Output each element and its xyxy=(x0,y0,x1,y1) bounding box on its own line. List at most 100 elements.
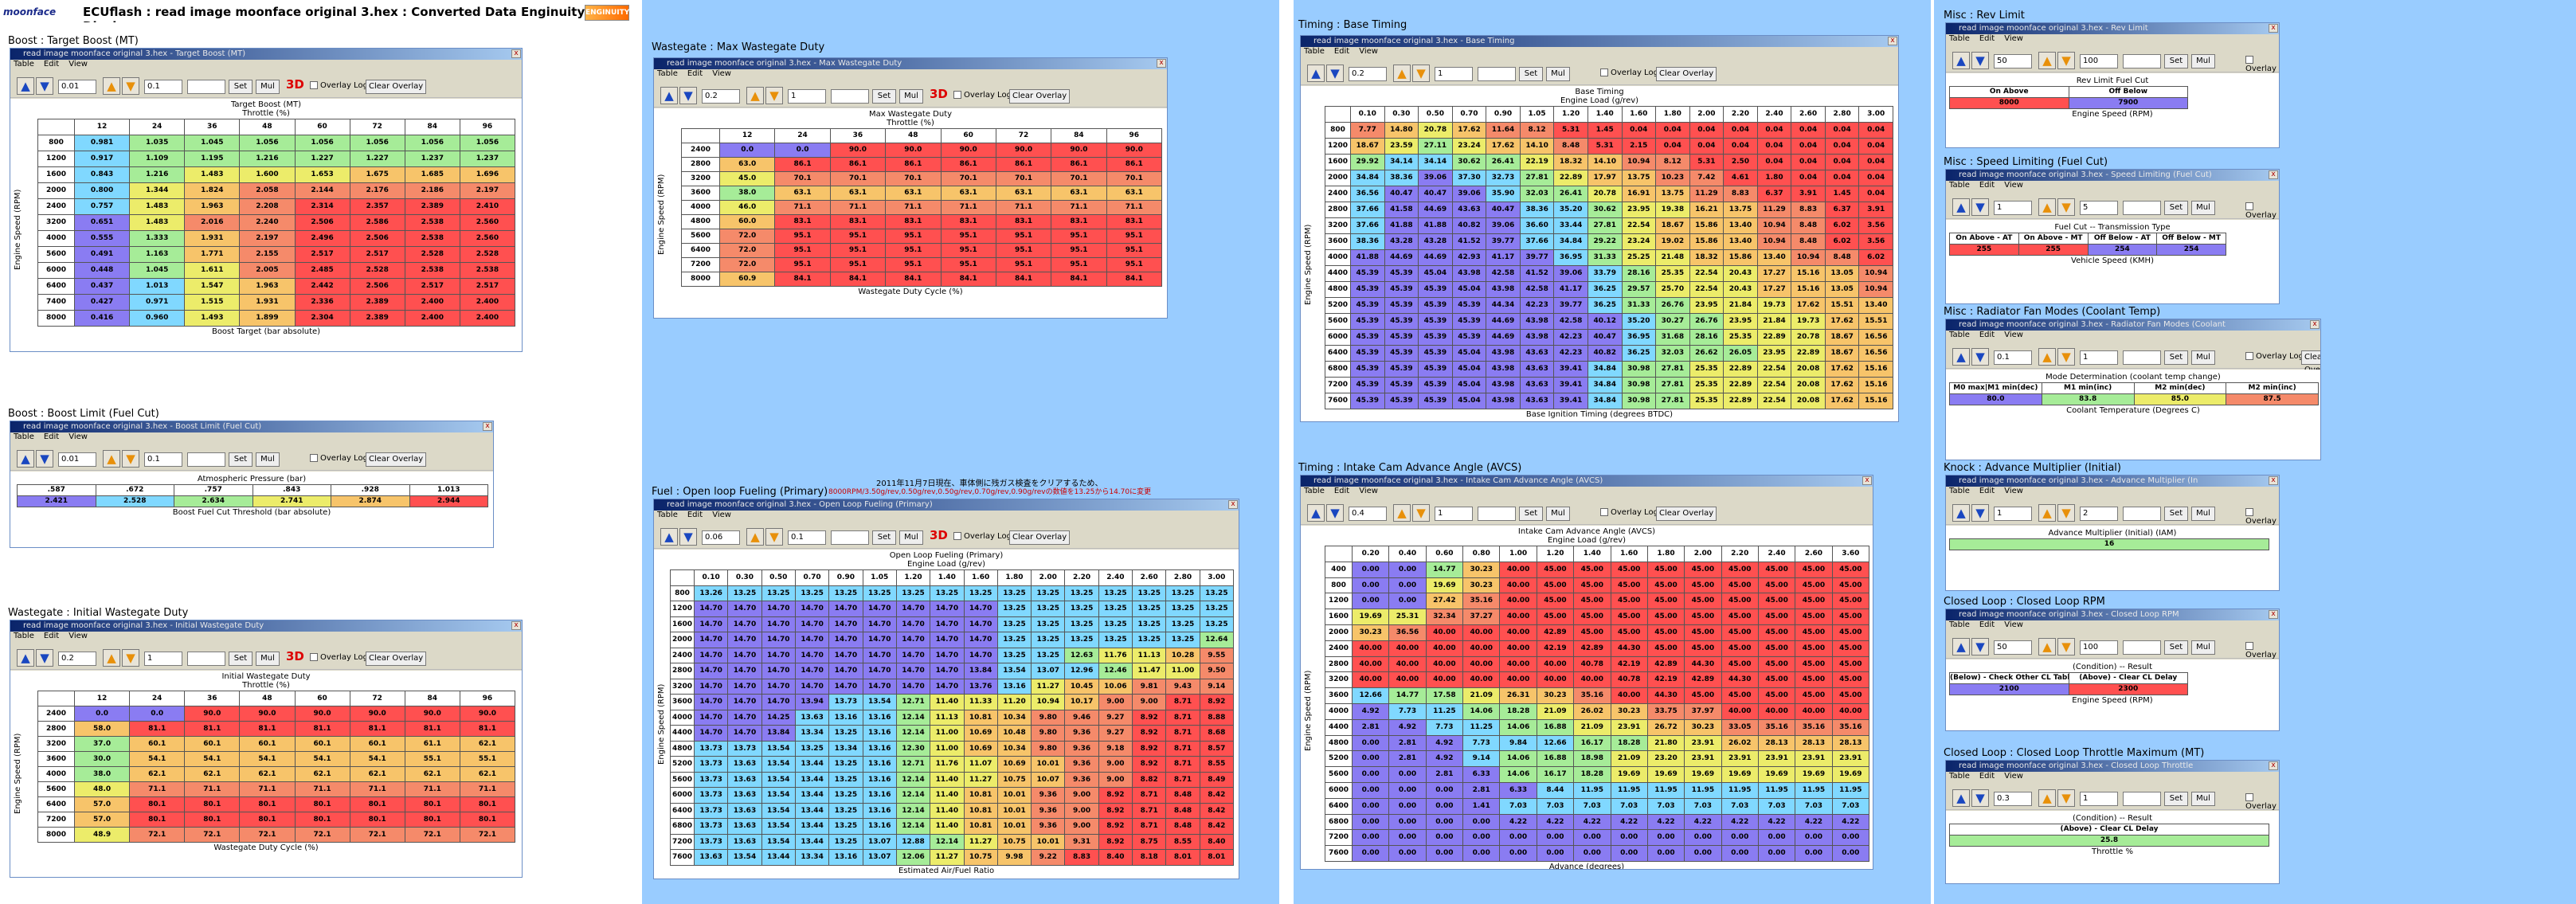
data-cell[interactable]: 43.63 xyxy=(1452,202,1487,218)
data-cell[interactable]: 23.91 xyxy=(1758,751,1796,768)
data-cell[interactable]: 45.00 xyxy=(1758,577,1796,594)
data-cell[interactable]: 11.40 xyxy=(930,772,965,788)
decrement-coarse-button[interactable]: ▼ xyxy=(36,450,53,468)
data-cell[interactable]: 8.40 xyxy=(1098,850,1133,866)
data-cell[interactable]: 71.1 xyxy=(775,201,831,215)
data-cell[interactable]: 7.03 xyxy=(1647,798,1685,815)
data-cell[interactable]: 10.94 xyxy=(1032,695,1066,710)
data-cell[interactable]: 10.94 xyxy=(1791,250,1826,266)
data-cell[interactable]: 19.69 xyxy=(1832,767,1869,783)
data-cell[interactable]: 13.73 xyxy=(695,803,729,819)
close-button[interactable]: x xyxy=(511,49,521,58)
data-cell[interactable]: 36.95 xyxy=(1622,330,1657,346)
data-cell[interactable]: 13.25 xyxy=(1032,632,1066,648)
data-cell[interactable]: 84.1 xyxy=(941,272,996,287)
data-cell[interactable]: 25.35 xyxy=(1724,330,1758,346)
data-cell[interactable]: 31.68 xyxy=(1656,330,1690,346)
data-cell[interactable]: 23.95 xyxy=(1689,298,1725,314)
data-cell[interactable]: 10.17 xyxy=(1065,695,1099,710)
data-cell[interactable]: 27.81 xyxy=(1656,362,1690,378)
increment-coarse-button[interactable]: ▲ xyxy=(1952,348,1970,366)
data-cell[interactable]: 40.00 xyxy=(1389,640,1427,657)
mul-button[interactable]: Mul xyxy=(2191,350,2215,365)
data-cell[interactable]: 8.68 xyxy=(1200,726,1234,742)
clear-overlay-button[interactable]: Clear Overlay xyxy=(366,652,427,666)
data-cell[interactable]: 45.39 xyxy=(1351,314,1385,330)
data-cell[interactable]: 16.56 xyxy=(1859,330,1893,346)
data-cell[interactable]: 21.84 xyxy=(1757,314,1792,330)
data-cell[interactable]: 23.95 xyxy=(1724,314,1758,330)
data-cell[interactable]: 0.04 xyxy=(1724,139,1758,155)
data-cell[interactable]: 42.93 xyxy=(1452,250,1487,266)
data-cell[interactable]: 38.0 xyxy=(75,767,131,782)
data-cell[interactable]: 10.81 xyxy=(964,710,998,726)
clear-overlay-button[interactable]: Clear Overlay xyxy=(1656,67,1717,81)
data-cell[interactable]: 23.91 xyxy=(1795,751,1833,768)
data-cell[interactable]: 0.00 xyxy=(1463,830,1501,847)
data-cell[interactable]: 7.03 xyxy=(1721,798,1759,815)
data-cell[interactable]: 72.1 xyxy=(240,828,296,843)
data-cell[interactable]: 45.00 xyxy=(1832,593,1869,610)
data-cell[interactable]: 45.39 xyxy=(1384,393,1419,409)
data-cell[interactable]: 0.00 xyxy=(1389,846,1427,862)
data-cell[interactable]: 45.00 xyxy=(1758,593,1796,610)
data-cell[interactable]: 40.00 xyxy=(1426,624,1464,641)
data-cell[interactable]: 81.1 xyxy=(460,722,515,737)
data-cell[interactable]: 0.00 xyxy=(1500,846,1537,862)
data-cell[interactable]: 21.09 xyxy=(1611,751,1648,768)
close-button[interactable]: x xyxy=(2269,610,2278,619)
data-cell[interactable]: 95.1 xyxy=(1051,244,1107,258)
data-cell[interactable]: 14.70 xyxy=(728,632,762,648)
data-cell[interactable]: 44.69 xyxy=(1419,202,1453,218)
menu-table[interactable]: Table xyxy=(1949,331,1970,339)
data-cell[interactable]: 0.04 xyxy=(1757,123,1792,139)
increment-coarse-button[interactable]: ▲ xyxy=(17,77,34,95)
data-cell[interactable]: 45.00 xyxy=(1574,593,1611,610)
mul-button[interactable]: Mul xyxy=(899,89,923,104)
mul-button[interactable]: Mul xyxy=(2191,640,2215,655)
data-cell[interactable]: 72.0 xyxy=(720,244,776,258)
data-cell[interactable]: 41.17 xyxy=(1554,282,1588,298)
data-cell[interactable]: 44.69 xyxy=(1486,330,1521,346)
data-cell[interactable]: 72.1 xyxy=(295,828,350,843)
data-cell[interactable]: 40.00 xyxy=(1721,703,1759,720)
data-cell[interactable]: 45.00 xyxy=(1685,562,1722,578)
decrement-fine-button[interactable]: ▼ xyxy=(765,528,783,546)
data-cell[interactable]: 71.1 xyxy=(830,201,887,215)
data-cell[interactable]: 14.70 xyxy=(863,663,897,679)
increment-coarse-button[interactable]: ▲ xyxy=(1952,52,1970,69)
data-cell[interactable]: 45.04 xyxy=(1452,378,1487,393)
data-cell[interactable]: 40.00 xyxy=(1500,672,1537,689)
data-cell[interactable]: 39.77 xyxy=(1486,234,1521,250)
data-cell[interactable]: 8.71 xyxy=(1166,710,1200,726)
menu-view[interactable]: View xyxy=(2004,331,2023,339)
data-cell[interactable]: 45.00 xyxy=(1832,640,1869,657)
data-cell[interactable]: 60.0 xyxy=(720,215,776,229)
increment-coarse-button[interactable]: ▲ xyxy=(1952,638,1970,655)
data-cell[interactable]: 71.1 xyxy=(886,201,942,215)
data-cell[interactable]: 13.25 xyxy=(1166,601,1200,617)
data-cell[interactable]: 35.16 xyxy=(1832,719,1869,736)
close-button[interactable]: x xyxy=(483,422,492,431)
data-cell[interactable]: 4.92 xyxy=(1426,735,1464,752)
data-cell[interactable]: 9.14 xyxy=(1200,679,1234,695)
data-cell[interactable]: 1.685 xyxy=(405,167,460,183)
data-cell[interactable]: 10.06 xyxy=(1098,679,1133,695)
data-cell[interactable]: 21.09 xyxy=(1537,703,1575,720)
data-cell[interactable]: 11.20 xyxy=(997,695,1032,710)
data-cell[interactable]: 13.25 xyxy=(1032,648,1066,663)
data-cell[interactable]: 23.91 xyxy=(1721,751,1759,768)
data-cell[interactable]: 10.23 xyxy=(1656,170,1690,186)
data-cell[interactable]: 8.71 xyxy=(1133,788,1167,804)
data-cell[interactable]: 45.00 xyxy=(1795,624,1833,641)
data-cell[interactable]: 72.1 xyxy=(350,828,405,843)
data-cell[interactable]: 13.40 xyxy=(1757,250,1792,266)
data-cell[interactable]: 20.78 xyxy=(1419,123,1453,139)
data-cell[interactable]: 40.00 xyxy=(1832,703,1869,720)
data-cell[interactable]: 40.12 xyxy=(1587,314,1623,330)
data-cell[interactable]: 14.70 xyxy=(829,601,863,617)
data-cell[interactable]: 35.16 xyxy=(1795,719,1833,736)
value-input[interactable] xyxy=(2123,350,2161,365)
data-cell[interactable]: 1.41 xyxy=(1463,798,1501,815)
data-cell[interactable]: 81.1 xyxy=(185,722,241,737)
